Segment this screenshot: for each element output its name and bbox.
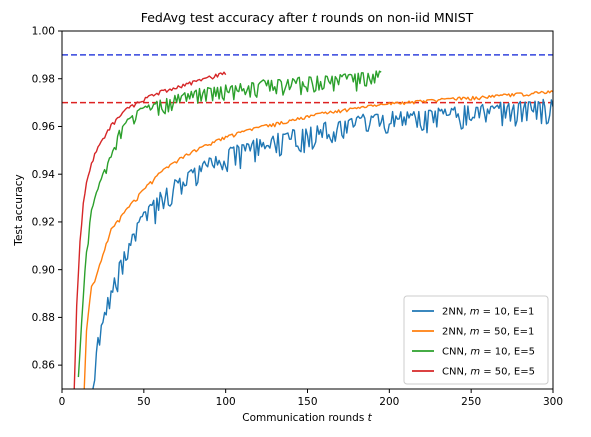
legend-label: 2NN, m = 50, E=1 <box>442 327 534 338</box>
y-tick-label: 0.86 <box>32 360 56 372</box>
y-tick-label: 0.92 <box>32 217 55 229</box>
series-line-0 <box>92 98 553 389</box>
series-lines <box>73 70 553 389</box>
x-axis-label: Communication rounds t <box>242 412 372 424</box>
x-tick-label: 50 <box>137 396 150 408</box>
y-axis: 0.86 0.88 0.90 0.92 0.94 0.96 0.98 1.00 <box>32 26 62 372</box>
legend-box <box>403 295 549 385</box>
y-tick-label: 0.94 <box>32 169 56 181</box>
y-tick-label: 0.98 <box>32 73 55 85</box>
legend: 2NN, m = 10, E=1 2NN, m = 50, E=1 CNN, m =… <box>403 295 549 385</box>
y-axis-label: Test accuracy <box>13 174 25 246</box>
y-tick-label: 0.96 <box>32 121 56 133</box>
x-tick-label: 250 <box>461 396 481 408</box>
x-tick-label: 0 <box>59 396 66 408</box>
legend-label: CNN, m = 50, E=5 <box>442 367 535 378</box>
x-tick-label: 100 <box>216 396 236 408</box>
y-tick-label: 0.90 <box>32 264 55 276</box>
series-line-2 <box>77 70 382 378</box>
y-tick-label: 0.88 <box>32 312 55 324</box>
x-axis: 0 50 100 150 200 250 300 <box>59 389 563 408</box>
x-tick-label: 300 <box>543 396 563 408</box>
y-tick-label: 1.00 <box>32 26 55 38</box>
reference-lines <box>62 54 553 104</box>
x-tick-label: 150 <box>297 396 317 408</box>
chart-title: FedAvg test accuracy after t rounds on n… <box>141 10 474 25</box>
legend-label: 2NN, m = 10, E=1 <box>442 307 534 318</box>
legend-label: CNN, m = 10, E=5 <box>442 347 535 358</box>
series-line-1 <box>83 90 553 389</box>
x-tick-label: 200 <box>379 396 399 408</box>
series-line-3 <box>73 71 227 389</box>
